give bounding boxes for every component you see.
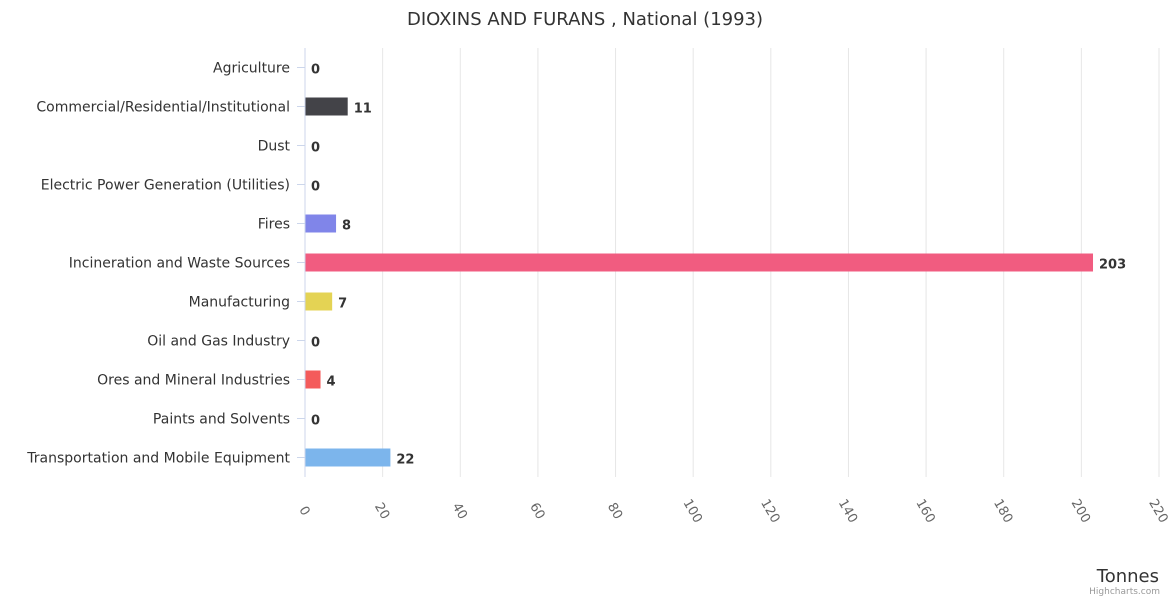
- category-label: Commercial/Residential/Institutional: [36, 100, 290, 116]
- category-label: Dust: [258, 139, 291, 155]
- data-label: 0: [311, 141, 320, 156]
- data-label: 0: [311, 336, 320, 351]
- bar: [305, 292, 333, 311]
- data-label: 22: [396, 453, 414, 468]
- data-label: 203: [1099, 258, 1126, 273]
- category-label: Transportation and Mobile Equipment: [26, 451, 290, 467]
- x-tick-label: 0: [295, 504, 312, 519]
- category-label: Electric Power Generation (Utilities): [41, 178, 290, 194]
- data-label: 4: [327, 375, 336, 390]
- chart-title: DIOXINS AND FURANS , National (1993): [407, 9, 763, 30]
- x-tick-label: 120: [757, 497, 782, 526]
- bar: [305, 370, 321, 389]
- category-label: Fires: [258, 217, 290, 233]
- x-tick-label: 80: [604, 500, 625, 522]
- credits-link[interactable]: Highcharts.com: [1089, 587, 1160, 597]
- category-label: Paints and Solvents: [153, 412, 290, 428]
- category-label: Agriculture: [213, 61, 290, 77]
- bar: [305, 253, 1094, 272]
- data-labels: 0 11 0 0 8 203 7 0 4 0 22: [311, 63, 1126, 468]
- bar: [305, 448, 391, 467]
- category-label: Manufacturing: [189, 295, 290, 311]
- data-label: 0: [311, 180, 320, 195]
- x-tick-label: 20: [371, 500, 392, 522]
- x-tick-label: 60: [526, 500, 547, 522]
- x-tick-label: 40: [449, 500, 470, 522]
- data-label: 11: [354, 102, 372, 117]
- data-label: 7: [338, 297, 347, 312]
- bar: [305, 214, 337, 233]
- x-tick-label: 100: [680, 497, 705, 526]
- x-tick-label: 180: [990, 497, 1015, 526]
- x-axis-title: Tonnes: [1096, 566, 1159, 587]
- category-label: Oil and Gas Industry: [147, 334, 290, 350]
- bars: [305, 97, 1094, 467]
- category-labels: Agriculture Commercial/Residential/Instit…: [26, 61, 305, 467]
- x-tick-label: 220: [1145, 497, 1170, 526]
- x-tick-label: 200: [1068, 497, 1093, 526]
- data-label: 0: [311, 414, 320, 429]
- data-label: 8: [342, 219, 351, 234]
- category-label: Incineration and Waste Sources: [69, 256, 290, 272]
- category-label: Ores and Mineral Industries: [97, 373, 290, 389]
- data-label: 0: [311, 63, 320, 78]
- bar: [305, 97, 348, 116]
- x-tick-label: 160: [912, 497, 937, 526]
- x-tick-label: 140: [835, 497, 860, 526]
- x-axis-ticks: 0 20 40 60 80 100 120 140 160 180 200 220: [295, 497, 1170, 526]
